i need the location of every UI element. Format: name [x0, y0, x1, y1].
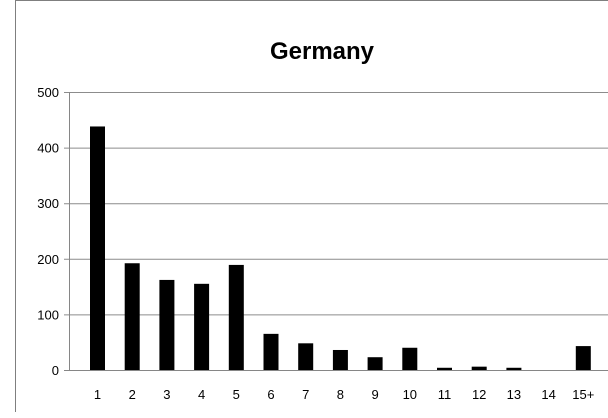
- x-tick-label: 10: [403, 387, 417, 402]
- x-tick-label: 1: [94, 387, 101, 402]
- axes: [64, 92, 608, 371]
- y-tick-label: 400: [37, 141, 59, 156]
- x-tick-label: 6: [267, 387, 274, 402]
- y-tick-label: 0: [52, 363, 59, 378]
- y-tick-label: 500: [37, 85, 59, 100]
- bar: [575, 346, 591, 370]
- bar: [90, 126, 105, 370]
- bar: [367, 357, 383, 370]
- x-tick-label: 13: [507, 387, 521, 402]
- bar: [437, 367, 452, 370]
- y-tick-label: 300: [37, 196, 59, 211]
- window-left-strip: [0, 0, 15, 412]
- x-tick-label: 8: [337, 387, 344, 402]
- bar: [298, 343, 314, 370]
- bar: [506, 367, 522, 370]
- x-tick-label: 2: [129, 387, 136, 402]
- y-tick-label: 100: [37, 307, 59, 322]
- bar: [471, 366, 487, 370]
- bar: [263, 333, 279, 370]
- x-tick-label: 9: [371, 387, 378, 402]
- x-tick-label: 15+: [572, 387, 594, 402]
- bar-chart: Germany 1 2 3 4 5 6 7 8 9 10 11 12 13 14 15+ 010020030…: [37, 38, 608, 402]
- x-tick-label: 5: [233, 387, 240, 402]
- bar: [194, 283, 210, 370]
- x-tick-label: 14: [541, 387, 555, 402]
- y-tick-labels: 0 100 200 300 400 500: [37, 85, 59, 378]
- x-tick-label: 11: [438, 387, 452, 402]
- x-tick-label: 7: [302, 387, 309, 402]
- gridlines: [64, 92, 608, 316]
- bar: [159, 279, 175, 370]
- chart-title: Germany: [270, 38, 375, 65]
- x-tick-label: 4: [198, 387, 205, 402]
- bar: [124, 263, 140, 370]
- bar: [402, 347, 418, 370]
- bar: [228, 264, 244, 370]
- bar: [332, 349, 348, 370]
- chart-frame: Germany 1 2 3 4 5 6 7 8 9 10 11 12 13 14 15+ 0 100 200 30…: [15, 0, 608, 412]
- y-tick-label: 200: [37, 252, 59, 267]
- x-tick-labels: 1 2 3 4 5 6 7 8 9 10 11 12 13 14 15+: [94, 387, 594, 402]
- bars: [90, 126, 591, 370]
- x-tick-label: 12: [472, 387, 486, 402]
- x-tick-label: 3: [163, 387, 170, 402]
